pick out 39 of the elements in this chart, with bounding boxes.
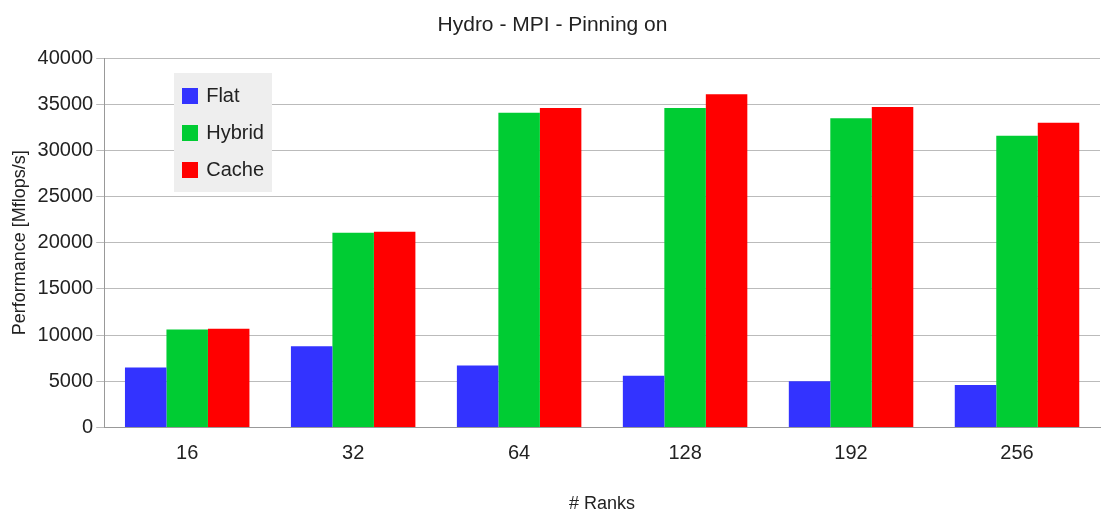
bar — [996, 135, 1038, 427]
bar — [871, 107, 914, 427]
bar — [622, 375, 665, 427]
x-tick-label: 256 — [1000, 440, 1034, 463]
y-tick-label: 15000 — [37, 276, 94, 299]
y-tick-label: 30000 — [37, 138, 94, 161]
bar — [166, 329, 208, 427]
bar — [664, 108, 706, 427]
x-tick-label: 128 — [668, 440, 702, 463]
x-tick-label: 192 — [834, 440, 868, 463]
chart-title: Hydro - MPI - Pinning on — [437, 12, 668, 36]
bar — [1037, 122, 1080, 427]
x-tick-label: 64 — [508, 440, 531, 463]
bar — [124, 367, 167, 427]
bar — [705, 94, 748, 427]
legend-label: Cache — [206, 158, 265, 182]
bar — [954, 384, 997, 427]
bar — [332, 232, 374, 427]
bar — [539, 108, 582, 427]
y-axis-title: Performance [Mflops/s] — [8, 150, 29, 336]
x-axis-title: # Ranks — [569, 493, 636, 514]
legend-label: Flat — [206, 84, 240, 108]
y-tick-label: 5000 — [48, 368, 94, 391]
bar — [373, 231, 416, 427]
bar — [456, 365, 499, 427]
bar — [290, 346, 333, 427]
x-tick-label: 32 — [342, 440, 365, 463]
bar — [830, 118, 872, 427]
x-tick-label: 16 — [176, 440, 199, 463]
y-tick-label: 40000 — [37, 45, 94, 68]
y-tick-label: 10000 — [37, 322, 94, 345]
y-tick-label: 35000 — [37, 91, 94, 114]
bar — [498, 112, 540, 427]
y-tick-label: 20000 — [37, 230, 94, 253]
bar — [788, 381, 831, 427]
y-tick-label: 25000 — [37, 184, 94, 207]
legend-label: Hybrid — [206, 121, 264, 145]
bar — [207, 328, 250, 427]
y-tick-label: 0 — [82, 414, 94, 437]
